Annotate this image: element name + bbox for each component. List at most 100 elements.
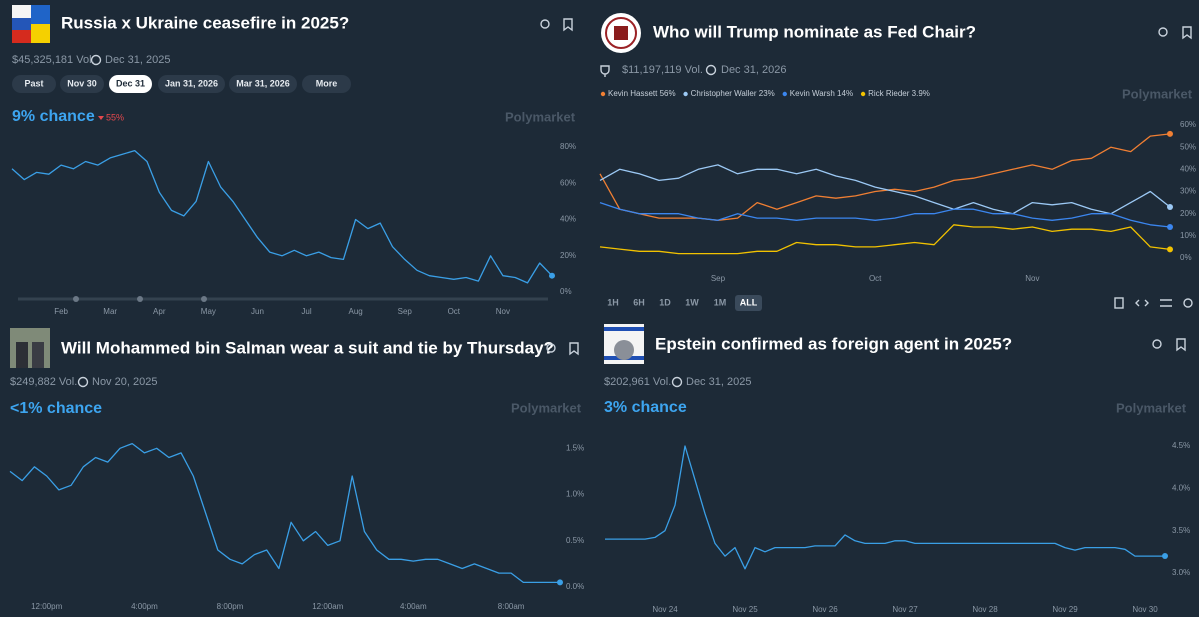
y-tick-label: 1.5% <box>566 443 584 452</box>
x-tick-label: Nov <box>496 307 510 316</box>
filter-button-bg[interactable] <box>109 75 152 93</box>
flag-icon <box>12 5 50 43</box>
legend-label: Rick Rieder 3.9% <box>868 89 930 98</box>
filter-button[interactable]: 1D <box>659 297 671 307</box>
link-icon[interactable] <box>546 343 556 353</box>
watermark: Polymarket <box>505 109 576 124</box>
filter-button[interactable]: 1M <box>714 297 727 307</box>
volume: $202,961 Vol. <box>604 376 671 388</box>
clock-icon <box>705 64 717 76</box>
bookmark-icon[interactable] <box>569 342 579 356</box>
watermark: Polymarket <box>511 400 582 415</box>
last-point <box>549 272 555 279</box>
y-tick-label: 80% <box>560 142 576 151</box>
y-tick-label: 40% <box>1180 164 1196 173</box>
link-icon[interactable] <box>1152 339 1162 349</box>
y-tick-label: 50% <box>1180 142 1196 151</box>
filter-button[interactable]: Past <box>24 78 43 88</box>
chance: <1% chance <box>10 400 102 417</box>
filter-button[interactable]: Dec 31 <box>116 78 145 88</box>
watermark: Polymarket <box>1116 400 1187 415</box>
price-line <box>599 133 1171 221</box>
last-point <box>1167 204 1173 211</box>
legend-dot <box>782 91 787 97</box>
filter-button-bg[interactable] <box>158 75 225 93</box>
change: 55% <box>106 112 124 122</box>
x-tick-label: Sep <box>398 307 413 316</box>
volume: $249,882 Vol. <box>10 376 77 388</box>
y-tick-label: 40% <box>560 215 576 224</box>
photo-icon <box>10 328 50 368</box>
y-tick-label: 0.5% <box>566 536 584 545</box>
seal-icon <box>601 13 641 53</box>
bookmark-icon[interactable] <box>563 18 573 32</box>
end-date: Dec 31, 2025 <box>686 376 751 388</box>
market-title[interactable]: Will Mohammed bin Salman wear a suit and… <box>61 338 554 357</box>
filter-button[interactable]: Mar 31, 2026 <box>236 78 290 88</box>
chart-tools[interactable] <box>1114 297 1193 309</box>
last-point <box>1167 130 1173 137</box>
filter-button-bg[interactable] <box>302 75 351 93</box>
y-tick-label: 1.0% <box>566 490 584 499</box>
y-tick-label: 20% <box>1180 209 1196 218</box>
filter-button[interactable]: 1H <box>607 297 619 307</box>
watermark: Polymarket <box>1122 86 1193 101</box>
filter-button[interactable]: 1W <box>685 297 699 307</box>
filter-button[interactable]: 6H <box>633 297 645 307</box>
x-tick-label: Aug <box>349 307 363 316</box>
market-title[interactable]: Epstein confirmed as foreign agent in 20… <box>655 334 1012 353</box>
y-tick-label: 0% <box>560 287 572 296</box>
last-point <box>1162 553 1168 560</box>
y-tick-label: 4.0% <box>1172 483 1190 492</box>
price-line <box>605 445 1165 570</box>
x-tick-label: Jul <box>301 307 311 316</box>
range-slider[interactable] <box>18 296 548 302</box>
filter-button-bg[interactable] <box>12 75 56 93</box>
x-tick-label: Oct <box>448 307 461 316</box>
trophy-icon <box>600 65 610 77</box>
clock-icon <box>90 54 102 66</box>
chance: 9% chance <box>12 108 95 125</box>
price-line <box>599 164 1171 215</box>
filter-button[interactable]: Nov 30 <box>67 78 97 88</box>
x-tick-label: Nov 30 <box>1132 605 1158 614</box>
legend-dot <box>600 91 606 97</box>
volume: $45,325,181 Vol. <box>12 54 95 66</box>
chance: 3% chance <box>604 399 687 416</box>
legend-label: Kevin Hassett 56% <box>608 89 676 98</box>
legend-label: Kevin Warsh 14% <box>790 89 853 98</box>
filter-button-bg[interactable] <box>229 75 297 93</box>
y-tick-label: 0% <box>1180 253 1192 262</box>
link-icon[interactable] <box>540 19 550 29</box>
link-icon[interactable] <box>1158 27 1168 37</box>
x-tick-label: Feb <box>54 307 68 316</box>
end-date: Dec 31, 2025 <box>105 54 170 66</box>
filter-button[interactable]: Jan 31, 2026 <box>165 78 218 88</box>
clock-icon <box>671 376 683 388</box>
x-tick-label: 4:00pm <box>131 602 158 611</box>
last-point <box>557 579 563 586</box>
price-line <box>9 442 560 584</box>
bookmark-icon[interactable] <box>1176 338 1186 352</box>
legend-dot <box>683 91 688 97</box>
bookmark-icon[interactable] <box>1182 26 1192 40</box>
legend-label: Christopher Waller 23% <box>691 89 775 98</box>
filter-button[interactable]: ALL <box>740 297 758 307</box>
filter-button-bg[interactable] <box>60 75 104 93</box>
filter-button-bg[interactable] <box>735 295 762 311</box>
x-tick-label: 12:00pm <box>31 602 62 611</box>
filter-button[interactable]: More <box>316 78 338 88</box>
y-tick-label: 60% <box>1180 120 1196 129</box>
market-title[interactable]: Russia x Ukraine ceasefire in 2025? <box>61 13 349 32</box>
x-tick-label: Mar <box>103 307 117 316</box>
x-tick-label: Nov 29 <box>1052 605 1078 614</box>
y-tick-label: 3.5% <box>1172 526 1190 535</box>
price-line <box>11 149 553 284</box>
legend-dot <box>860 91 866 97</box>
last-point <box>1167 223 1173 230</box>
market-title[interactable]: Who will Trump nominate as Fed Chair? <box>653 22 976 41</box>
y-tick-label: 0.0% <box>566 582 584 591</box>
y-tick-label: 10% <box>1180 231 1196 240</box>
x-tick-label: Sep <box>711 274 726 283</box>
